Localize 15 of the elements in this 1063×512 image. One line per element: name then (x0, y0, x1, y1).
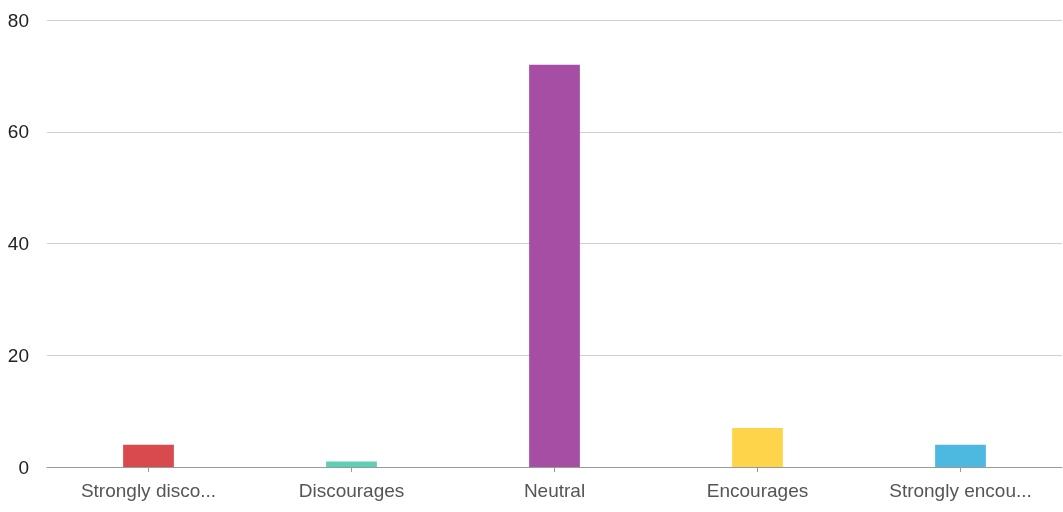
y-tick-label: 0 (18, 456, 29, 478)
bar (935, 444, 986, 467)
x-tick-label: Strongly disco... (80, 480, 217, 501)
bar (123, 444, 174, 467)
y-tick-label: 60 (7, 121, 29, 143)
y-tick-label: 40 (7, 233, 29, 254)
y-tick-label: 80 (7, 9, 29, 31)
x-tick-label: Encourages (706, 480, 809, 501)
x-tick-label: Neutral (523, 480, 586, 501)
x-tick-label: Discourages (298, 480, 405, 501)
bar (326, 461, 377, 467)
bar (732, 427, 783, 467)
x-tick-label: Strongly encou... (889, 480, 1032, 501)
bar (529, 64, 580, 467)
y-tick-label: 20 (7, 344, 29, 366)
